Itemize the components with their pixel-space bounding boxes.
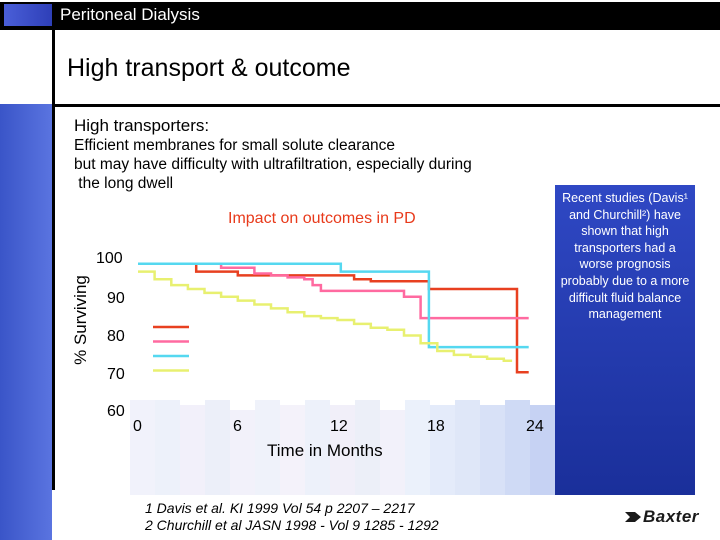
survival-curve-2 [138, 262, 529, 320]
x-tick-label: 24 [526, 418, 544, 435]
left-accent-bar [0, 104, 52, 540]
y-tick-label: 80 [107, 328, 125, 345]
x-tick-label: 18 [427, 418, 445, 435]
notes-text: Recent studies (Davis¹ and Churchill²) h… [560, 191, 690, 322]
title-bar-accent [4, 4, 52, 26]
x-tick-label: 0 [133, 418, 142, 435]
series-layer [138, 262, 529, 374]
slide-subheading: High transporters: [74, 116, 210, 135]
notes-panel [555, 185, 695, 495]
y-axis-label: % Surviving [71, 275, 90, 365]
references: 1 Davis et al. KI 1999 Vol 54 p 2207 – 2… [145, 500, 439, 533]
title-bar-top-strip [0, 0, 720, 2]
x-axis-label: Time in Months [267, 441, 383, 460]
x-tick-label: 6 [233, 418, 242, 435]
horizontal-divider [55, 104, 720, 107]
y-tick-label: 100 [96, 250, 123, 267]
chart-title: Impact on outcomes in PD [228, 210, 416, 227]
title-bar: Peritoneal Dialysis [0, 0, 720, 30]
slide-description: Efficient membranes for small solute cle… [74, 137, 472, 192]
plot-area [138, 250, 553, 370]
y-tick-label: 70 [107, 366, 125, 383]
y-tick-label: 60 [107, 403, 125, 420]
legend-layer [153, 325, 189, 372]
baxter-logo-icon [625, 512, 641, 522]
survival-curve-1 [138, 262, 529, 374]
survival-curve-4 [138, 270, 513, 362]
survival-curve-3 [138, 262, 529, 349]
presentation-title: Peritoneal Dialysis [60, 5, 200, 24]
y-tick-label: 90 [107, 290, 125, 307]
vertical-divider [52, 30, 55, 490]
baxter-logo: Baxter [643, 507, 699, 526]
slide-heading: High transport & outcome [67, 54, 351, 82]
x-tick-label: 12 [330, 418, 348, 435]
